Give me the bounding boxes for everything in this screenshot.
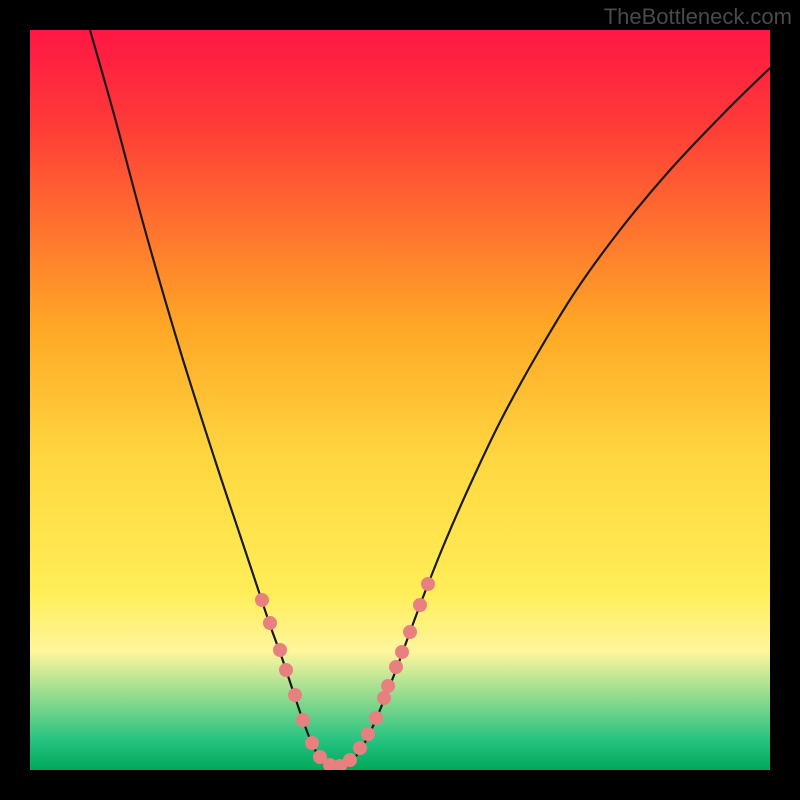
- data-marker: [378, 692, 391, 705]
- data-marker: [289, 689, 302, 702]
- data-marker: [280, 664, 293, 677]
- data-marker: [344, 754, 357, 767]
- data-marker: [370, 712, 383, 725]
- data-marker: [382, 680, 395, 693]
- data-marker: [404, 626, 417, 639]
- data-marker: [414, 599, 427, 612]
- chart-plot-area: [30, 30, 770, 770]
- data-marker: [362, 728, 375, 741]
- watermark-text: TheBottleneck.com: [604, 4, 792, 30]
- data-marker: [354, 742, 367, 755]
- data-marker: [297, 714, 310, 727]
- chart-svg: [30, 30, 770, 770]
- data-marker: [390, 661, 403, 674]
- data-marker: [264, 617, 277, 630]
- data-marker: [422, 578, 435, 591]
- data-marker: [306, 737, 319, 750]
- data-marker: [396, 646, 409, 659]
- data-marker: [256, 594, 269, 607]
- data-marker: [274, 644, 287, 657]
